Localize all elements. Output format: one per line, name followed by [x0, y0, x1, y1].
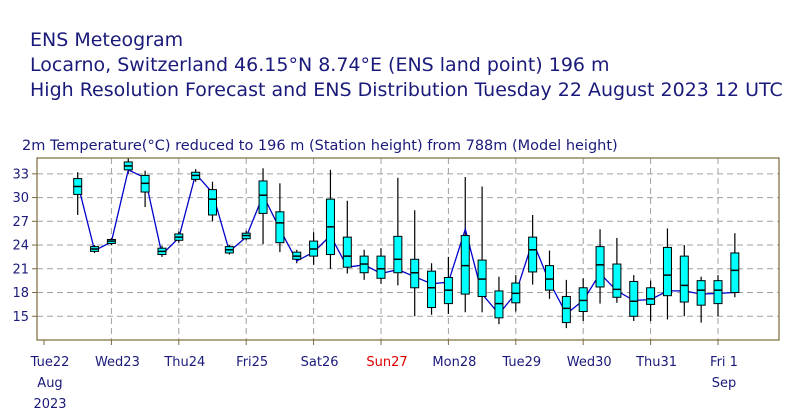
- header: ENS Meteogram Locarno, Switzerland 46.15…: [30, 28, 783, 103]
- box: [208, 189, 217, 216]
- day-label: Sat26: [301, 355, 339, 370]
- box: [342, 236, 352, 268]
- day-label: Mon28: [432, 355, 476, 370]
- day-label: Wed30: [567, 355, 612, 370]
- box: [713, 280, 723, 305]
- box: [494, 290, 504, 319]
- box: [376, 255, 386, 279]
- box: [646, 287, 656, 305]
- box: [561, 295, 571, 324]
- box: [528, 236, 538, 273]
- y-axis: 15 18 21 24 27 30 33: [12, 167, 37, 325]
- title-line-2: Locarno, Switzerland 46.15°N 8.74°E (ENS…: [30, 54, 610, 76]
- year-label: 2023: [33, 397, 66, 412]
- day-label: Wed23: [95, 355, 140, 370]
- box: [662, 246, 672, 297]
- y-tick-label: 18: [12, 286, 29, 301]
- box: [427, 270, 437, 309]
- boxes: [73, 161, 740, 324]
- box: [730, 252, 740, 294]
- day-label: Tue29: [501, 355, 541, 370]
- box: [477, 259, 487, 297]
- y-tick-label: 30: [12, 191, 29, 206]
- y-tick-label: 24: [12, 239, 29, 254]
- box: [545, 265, 554, 291]
- box: [578, 287, 588, 313]
- y-tick-label: 21: [12, 262, 29, 277]
- x-axis: Tue22 Aug 2023 Wed23 Thu24 Fri25 Sat26 Sun27 Mon…: [30, 340, 738, 412]
- title-line-3: High Resolution Forecast and ENS Distrib…: [30, 79, 783, 101]
- box: [629, 280, 639, 317]
- y-tick-label: 15: [12, 310, 29, 325]
- day-label: Fri25: [236, 355, 268, 370]
- box: [393, 235, 403, 274]
- day-label: Thu31: [635, 355, 677, 370]
- box: [679, 255, 689, 303]
- month-label: Aug: [37, 376, 62, 391]
- plot-frame: [36, 157, 780, 341]
- box: [258, 180, 268, 214]
- y-tick-label: 33: [12, 167, 29, 182]
- title-line-1: ENS Meteogram: [30, 29, 184, 51]
- y-tick-label: 27: [12, 215, 29, 230]
- day-label: Sun27: [366, 355, 407, 370]
- hres-line: [77, 168, 735, 315]
- day-label: Thu24: [163, 355, 205, 370]
- box: [696, 280, 706, 306]
- day-label: Fri 1: [710, 355, 738, 370]
- month-label: Sep: [712, 376, 737, 391]
- day-label: Tue22: [30, 355, 70, 370]
- box: [410, 258, 420, 289]
- box: [460, 235, 470, 295]
- chart-title: 2m Temperature(°C) reduced to 196 m (Sta…: [22, 138, 618, 154]
- box: [612, 263, 622, 298]
- box: [595, 246, 605, 288]
- box: [275, 211, 285, 244]
